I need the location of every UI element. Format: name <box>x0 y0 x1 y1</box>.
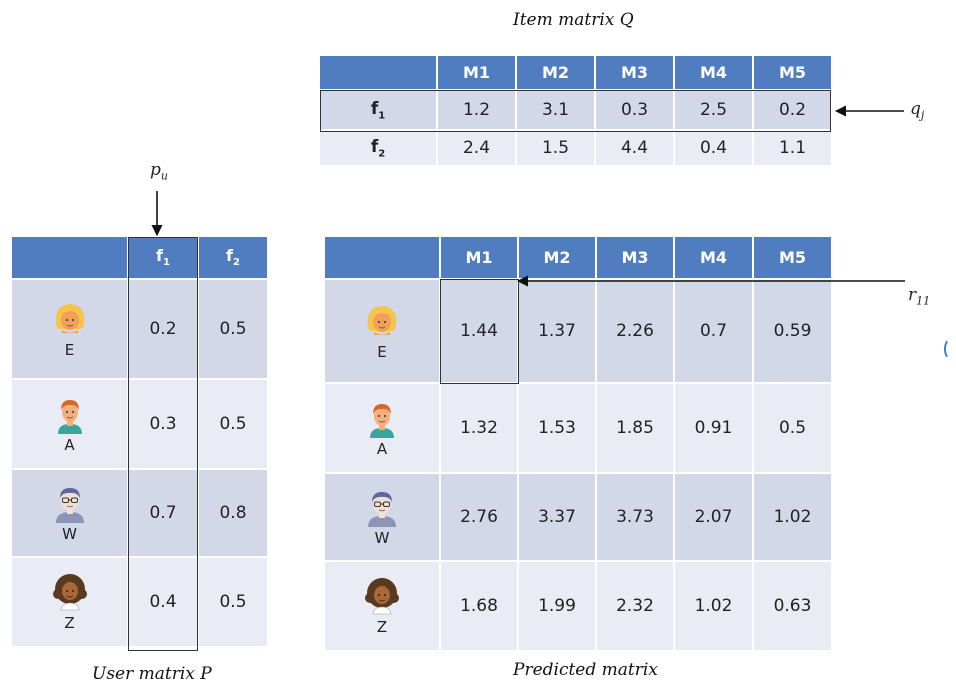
user-value: 0.7 <box>128 469 199 558</box>
pred-cell: 0.91 <box>674 383 754 474</box>
user-name: E <box>64 341 75 359</box>
user-cell: W <box>12 469 129 558</box>
user-name: W <box>374 529 390 547</box>
p-pointer-label: pu <box>150 160 168 183</box>
pred-cell: 1.32 <box>440 383 519 474</box>
pred-col-m4: M4 <box>674 237 754 280</box>
item-col-m2: M2 <box>516 56 596 91</box>
pred-user-cell: W <box>325 473 441 562</box>
pred-cell: 1.53 <box>518 383 597 474</box>
pred-row-w: W 2.76 3.37 3.73 2.07 1.02 <box>325 473 833 562</box>
pred-cell: 1.44 <box>440 279 519 384</box>
pred-cell: 3.73 <box>596 473 675 562</box>
item-row-label: f2 <box>320 130 438 167</box>
pred-cell: 1.37 <box>518 279 597 384</box>
pred-row-a: A 1.32 1.53 1.85 0.91 0.5 <box>325 383 833 474</box>
pred-cell: 1.02 <box>674 561 754 652</box>
item-cell: 0.2 <box>753 90 833 131</box>
item-row-f2: f2 2.4 1.5 4.4 0.4 1.1 <box>320 130 833 167</box>
item-col-m5: M5 <box>753 56 833 91</box>
user-value: 0.4 <box>128 557 199 648</box>
item-matrix-caption: Item matrix Q <box>513 10 634 30</box>
item-cell: 0.4 <box>674 130 754 167</box>
user-matrix-table: f1 f2 E 0.2 0.5 A 0.3 0.5 W 0.7 0.8 Z 0.… <box>12 237 269 648</box>
item-cell: 4.4 <box>595 130 675 167</box>
item-cell: 1.2 <box>437 90 517 131</box>
user-header-corner <box>12 237 129 280</box>
user-row-a: A 0.3 0.5 <box>12 379 269 470</box>
user-value: 0.5 <box>198 379 269 470</box>
red-hair-man-avatar <box>50 394 90 434</box>
user-cell: Z <box>12 557 129 648</box>
item-cell: 1.5 <box>516 130 596 167</box>
user-matrix-caption: User matrix P <box>92 664 212 684</box>
pred-cell: 2.07 <box>674 473 754 562</box>
pred-col-m1: M1 <box>440 237 519 280</box>
pred-col-m3: M3 <box>596 237 675 280</box>
user-value: 0.2 <box>128 279 199 380</box>
pred-cell: 1.02 <box>753 473 833 562</box>
user-row-e: E 0.2 0.5 <box>12 279 269 380</box>
user-cell: E <box>12 279 129 380</box>
predicted-matrix-caption: Predicted matrix <box>513 660 658 680</box>
glasses-man-avatar <box>362 487 402 527</box>
user-row-w: W 0.7 0.8 <box>12 469 269 558</box>
edge-ring-icon <box>944 338 956 360</box>
user-value: 0.8 <box>198 469 269 558</box>
pred-cell: 0.63 <box>753 561 833 652</box>
pred-col-m2: M2 <box>518 237 597 280</box>
item-col-m1: M1 <box>437 56 517 91</box>
pred-row-e: E 1.44 1.37 2.26 0.7 0.59 <box>325 279 833 384</box>
user-col-f1: f1 <box>128 237 199 280</box>
r-pointer-label: r11 <box>908 285 931 308</box>
curly-hair-woman-avatar <box>50 572 90 612</box>
pred-cell: 1.85 <box>596 383 675 474</box>
user-value: 0.5 <box>198 279 269 380</box>
user-name: W <box>62 525 77 543</box>
user-name: Z <box>376 618 388 636</box>
user-value: 0.5 <box>198 557 269 648</box>
user-name: A <box>64 436 75 454</box>
item-row-label: f1 <box>320 90 438 131</box>
pred-cell: 2.32 <box>596 561 675 652</box>
item-col-m4: M4 <box>674 56 754 91</box>
user-cell: A <box>12 379 129 470</box>
curly-hair-woman-avatar <box>362 576 402 616</box>
predicted-matrix-table: M1 M2 M3 M4 M5 E 1.44 1.37 2.26 0.7 0.59… <box>325 237 833 652</box>
pred-user-cell: A <box>325 383 441 474</box>
item-matrix-table: M1 M2 M3 M4 M5 f1 1.2 3.1 0.3 2.5 0.2 f2… <box>320 56 833 167</box>
item-cell: 2.4 <box>437 130 517 167</box>
item-cell: 1.1 <box>753 130 833 167</box>
pred-cell: 2.76 <box>440 473 519 562</box>
user-name: E <box>377 343 387 361</box>
item-col-m3: M3 <box>595 56 675 91</box>
red-hair-man-avatar <box>362 398 402 438</box>
user-name: A <box>376 440 388 458</box>
item-row-f1: f1 1.2 3.1 0.3 2.5 0.2 <box>320 90 833 131</box>
pred-cell: 2.26 <box>596 279 675 384</box>
pred-col-m5: M5 <box>753 237 833 280</box>
user-name: Z <box>64 614 75 632</box>
pred-cell: 1.99 <box>518 561 597 652</box>
item-cell: 0.3 <box>595 90 675 131</box>
pred-cell: 3.37 <box>518 473 597 562</box>
pred-header-corner <box>325 237 441 280</box>
pred-user-cell: E <box>325 279 441 384</box>
item-header-corner <box>320 56 438 91</box>
pred-row-z: Z 1.68 1.99 2.32 1.02 0.63 <box>325 561 833 652</box>
pred-user-cell: Z <box>325 561 441 652</box>
pred-cell: 0.7 <box>674 279 754 384</box>
user-col-f2: f2 <box>198 237 269 280</box>
glasses-man-avatar <box>50 483 90 523</box>
pred-cell: 1.68 <box>440 561 519 652</box>
item-cell: 2.5 <box>674 90 754 131</box>
q-pointer-label: qj <box>910 99 925 122</box>
pred-cell: 0.5 <box>753 383 833 474</box>
user-row-z: Z 0.4 0.5 <box>12 557 269 648</box>
user-value: 0.3 <box>128 379 199 470</box>
blonde-woman-avatar <box>362 301 402 341</box>
item-cell: 3.1 <box>516 90 596 131</box>
pred-cell: 0.59 <box>753 279 833 384</box>
blonde-woman-avatar <box>50 299 90 339</box>
